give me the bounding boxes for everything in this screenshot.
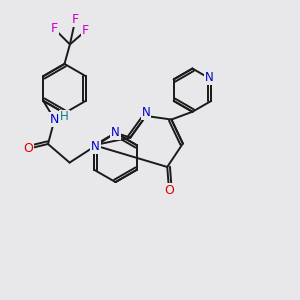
Text: H: H xyxy=(60,110,69,124)
Text: N: N xyxy=(50,113,59,126)
Text: N: N xyxy=(91,140,100,153)
Text: N: N xyxy=(111,126,120,139)
Text: O: O xyxy=(164,184,174,196)
Text: N: N xyxy=(205,71,214,84)
Text: F: F xyxy=(72,13,79,26)
Text: F: F xyxy=(82,24,89,38)
Text: N: N xyxy=(142,106,150,119)
Text: O: O xyxy=(23,142,33,155)
Text: F: F xyxy=(51,22,58,35)
